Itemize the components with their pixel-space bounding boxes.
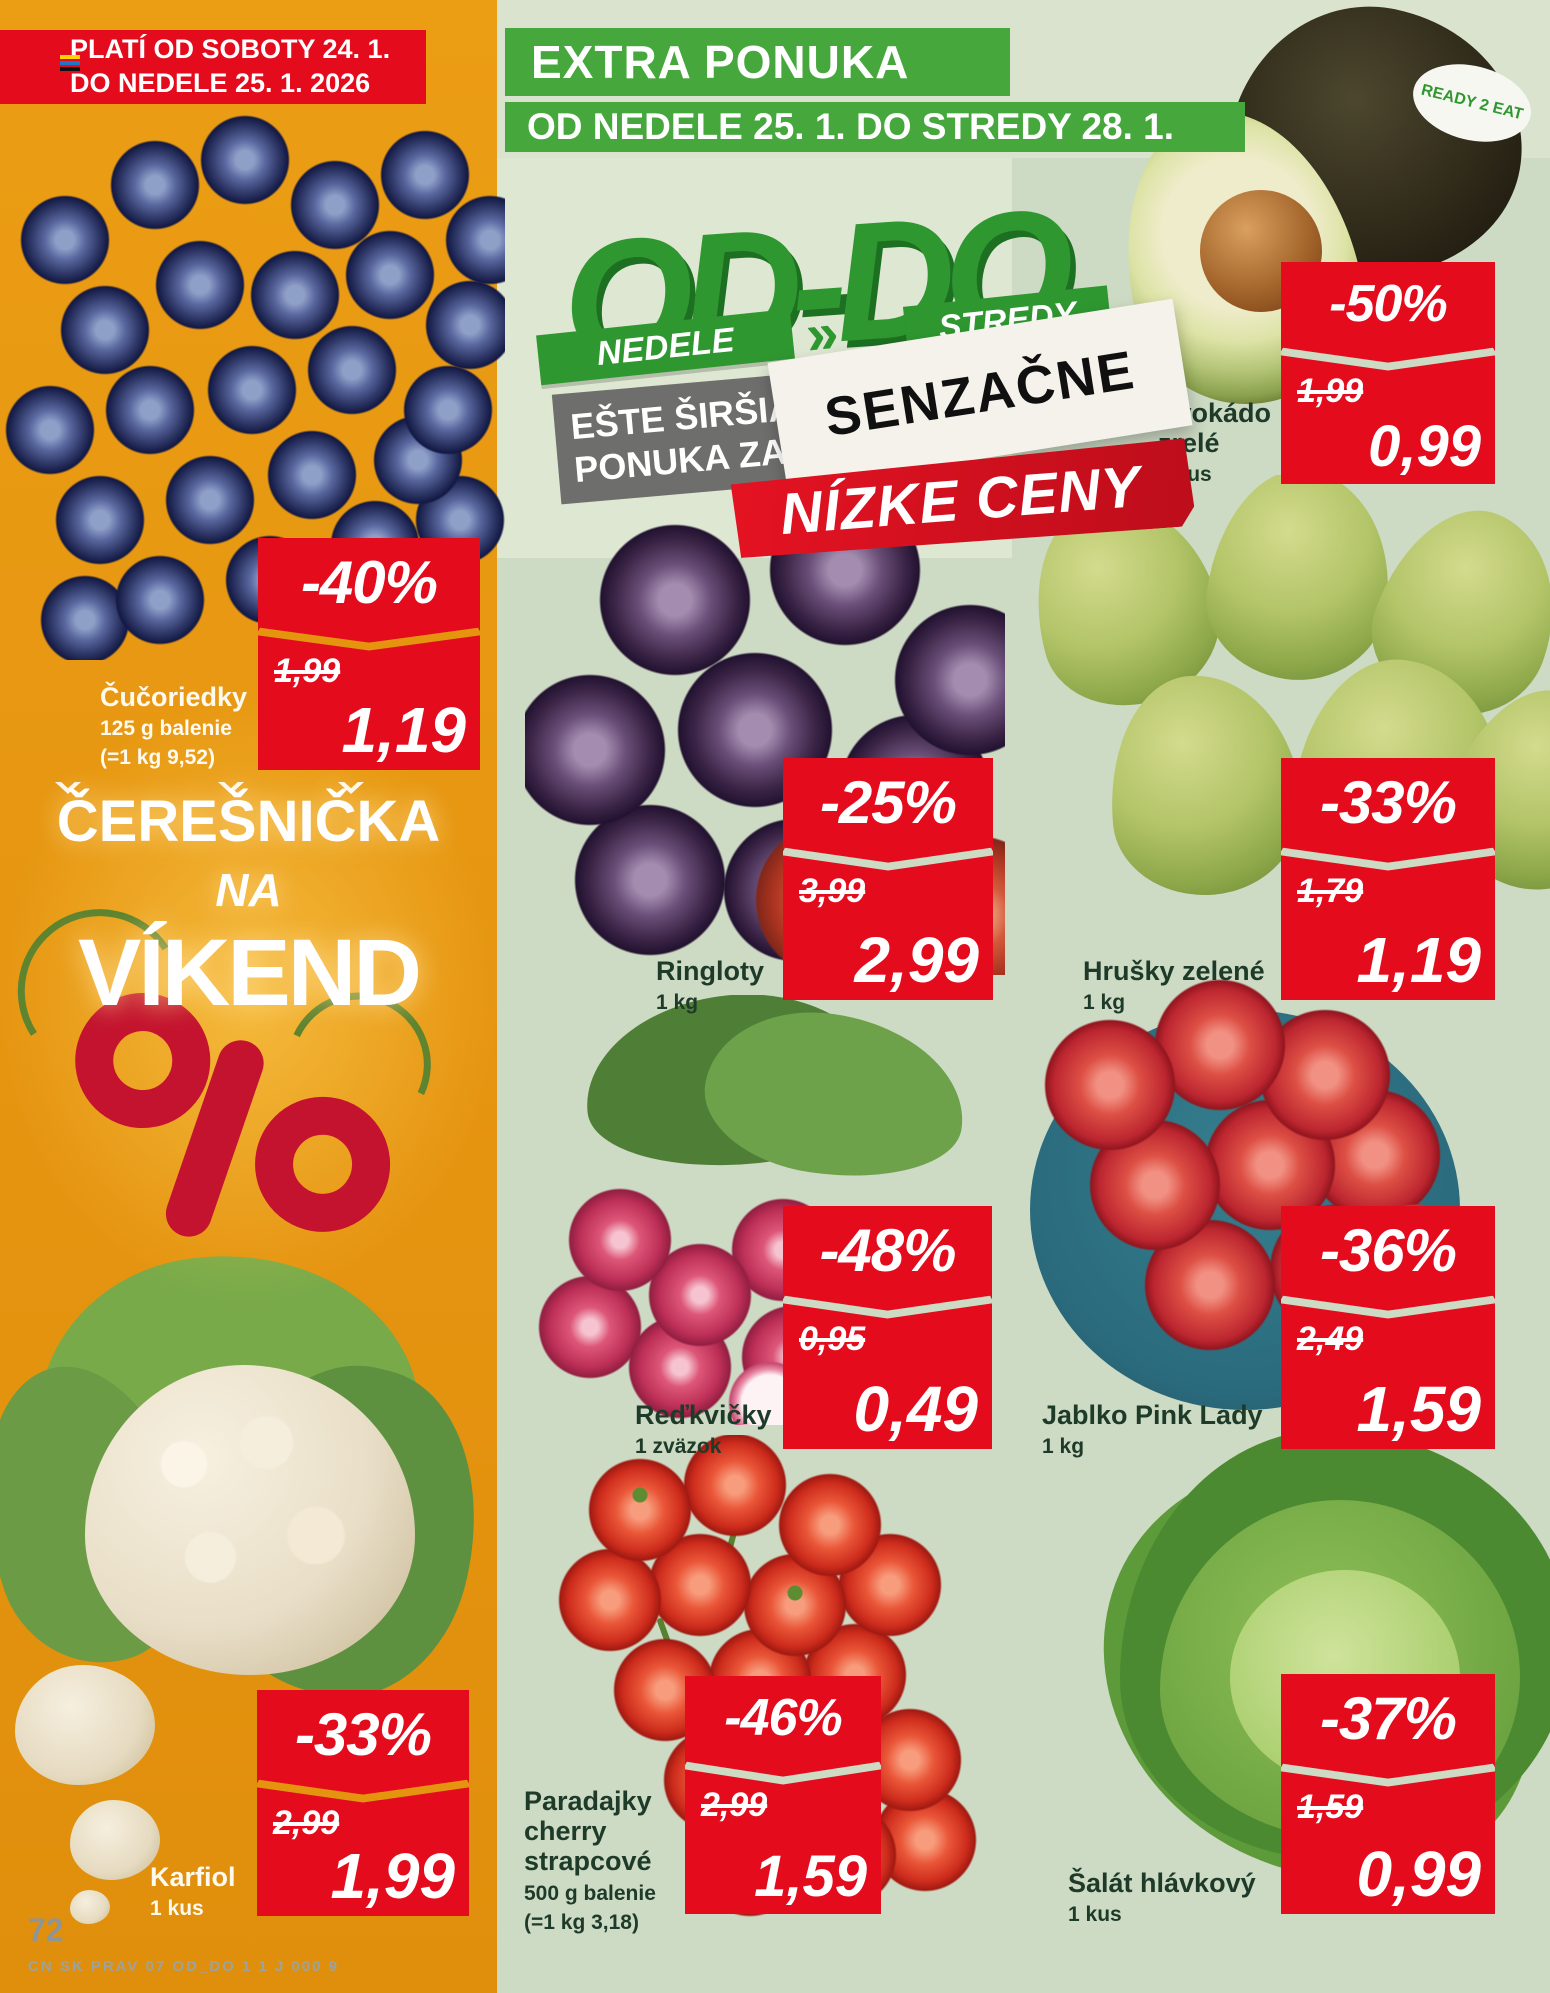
extra-dates-banner: OD NEDELE 25. 1. DO STREDY 28. 1. xyxy=(505,102,1245,152)
product-label-tomatoes: Paradajky cherry strapcové 500 g balenie… xyxy=(524,1786,682,1935)
extra-ponuka-label: EXTRA PONUKA xyxy=(531,36,910,88)
discount-percent: -50% xyxy=(1329,275,1447,333)
product-unit-price: (=1 kg 3,18) xyxy=(524,1910,639,1934)
badge-notch xyxy=(1281,1295,1495,1319)
product-label-lettuce: Šalát hlávkový 1 kus xyxy=(1068,1868,1278,1927)
new-price: 1,19 xyxy=(341,694,466,766)
product-pack: 1 kus xyxy=(1068,1903,1122,1927)
validity-line1: PLATÍ OD SOBOTY 24. 1. xyxy=(70,34,391,65)
validity-line2: DO NEDELE 25. 1. 2026 xyxy=(70,68,371,98)
old-price: 1,79 xyxy=(1297,872,1364,910)
new-price: 1,59 xyxy=(754,1844,867,1909)
cauliflower-floret xyxy=(70,1800,160,1880)
old-price: 2,99 xyxy=(273,1804,340,1842)
old-price: 0,95 xyxy=(799,1320,866,1358)
new-price: 0,99 xyxy=(1368,414,1481,479)
new-price: 0,99 xyxy=(1356,1838,1481,1910)
discount-percent: -36% xyxy=(1319,1216,1457,1284)
campaign-headline: ČEREŠNIČKA NA VÍKEND xyxy=(0,788,497,1028)
cauliflower-photo xyxy=(0,1245,495,1925)
product-pack: 1 zväzok xyxy=(635,1435,722,1459)
product-pack: 1 kus xyxy=(150,1897,204,1921)
product-name: Paradajky cherry strapcové xyxy=(524,1786,652,1877)
discount-percent: -48% xyxy=(819,1216,956,1284)
footer-code: CN SK PRAV 07 OD_DO 1 1 J 000 9 xyxy=(28,1958,339,1975)
old-price: 1,99 xyxy=(1297,372,1364,410)
ready-to-eat-label: READY 2 EAT xyxy=(1419,81,1525,124)
badge-notch xyxy=(783,847,993,871)
product-label-apples: Jablko Pink Lady 1 kg xyxy=(1042,1400,1277,1459)
price-badge-avocado: -50% 1,99 0,99 xyxy=(1281,262,1495,484)
extra-ponuka-banner: EXTRA PONUKA xyxy=(505,28,1010,96)
discount-percent: -33% xyxy=(294,1700,432,1768)
badge-notch xyxy=(258,627,480,651)
old-price: 1,59 xyxy=(1297,1788,1364,1826)
product-pack: 1 kg xyxy=(1083,991,1126,1015)
product-name: Čučoriedky xyxy=(100,682,248,712)
badge-notch xyxy=(1281,1763,1495,1787)
new-price: 1,99 xyxy=(330,1840,455,1912)
price-badge-tomatoes: -46% 2,99 1,59 xyxy=(685,1676,881,1914)
pear xyxy=(1196,475,1404,692)
ribbon-nedele-label: NEDELE xyxy=(594,320,737,373)
new-price: 2,99 xyxy=(854,924,979,996)
product-name: Reďkvičky xyxy=(635,1400,772,1430)
product-name: Hrušky zelené xyxy=(1083,956,1265,986)
product-pack: 1 kg xyxy=(656,991,699,1015)
product-unit-price: (=1 kg 9,52) xyxy=(100,746,215,770)
price-badge-lettuce: -37% 1,59 0,99 xyxy=(1281,1674,1495,1914)
product-pack: 500 g balenie xyxy=(524,1881,656,1905)
product-label-radishes: Reďkvičky 1 zväzok xyxy=(635,1400,775,1459)
new-price: 1,59 xyxy=(1356,1373,1481,1445)
campaign-line1: ČEREŠNIČKA xyxy=(56,789,441,854)
product-label-blueberries: Čučoriedky 125 g balenie (=1 kg 9,52) xyxy=(100,682,290,771)
product-label-cauliflower: Karfiol 1 kus xyxy=(150,1862,270,1921)
discount-percent: -33% xyxy=(1319,768,1457,836)
product-name: Jablko Pink Lady xyxy=(1042,1400,1263,1430)
badge-notch xyxy=(257,1779,469,1803)
old-price: 1,99 xyxy=(274,652,341,690)
product-name: Karfiol xyxy=(150,1862,236,1892)
new-price: 1,19 xyxy=(1356,924,1481,996)
old-price: 2,99 xyxy=(701,1786,768,1824)
price-badge-blueberries: -40% 1,99 1,19 xyxy=(258,538,480,770)
old-price: 2,49 xyxy=(1297,1320,1364,1358)
cauliflower-floret xyxy=(70,1890,110,1924)
glow-decor xyxy=(0,690,497,1370)
price-badge-pears: -33% 1,79 1,19 xyxy=(1281,758,1495,1000)
badge-notch xyxy=(783,1295,992,1319)
product-label-pears: Hrušky zelené 1 kg xyxy=(1083,956,1283,1015)
campaign-line3: VÍKEND xyxy=(78,920,422,1026)
discount-percent: -40% xyxy=(300,548,438,616)
price-badge-cauliflower: -33% 2,99 1,99 xyxy=(257,1690,469,1916)
cauliflower-head xyxy=(85,1365,415,1675)
old-price: 3,99 xyxy=(799,872,866,910)
product-name: Šalát hlávkový xyxy=(1068,1868,1256,1898)
discount-percent: -37% xyxy=(1319,1684,1457,1752)
page-number: 72 xyxy=(28,1912,64,1948)
cauliflower-floret xyxy=(15,1665,155,1785)
extra-dates-label: OD NEDELE 25. 1. DO STREDY 28. 1. xyxy=(527,106,1175,147)
discount-percent: -25% xyxy=(819,768,957,836)
menu-icon[interactable] xyxy=(60,55,80,71)
badge-notch xyxy=(685,1761,881,1785)
campaign-line2: NA xyxy=(215,864,282,916)
senzacne-label: SENZAČNE xyxy=(820,339,1140,449)
product-name: Ringloty xyxy=(656,956,764,986)
product-pack: 1 kg xyxy=(1042,1435,1085,1459)
new-price: 0,49 xyxy=(853,1373,978,1445)
price-badge-plums: -25% 3,99 2,99 xyxy=(783,758,993,1000)
badge-notch xyxy=(1281,347,1495,371)
discount-percent: -46% xyxy=(724,1689,842,1747)
badge-notch xyxy=(1281,847,1495,871)
product-label-plums: Ringloty 1 kg xyxy=(656,956,781,1015)
price-badge-radishes: -48% 0,95 0,49 xyxy=(783,1206,992,1449)
price-badge-apples: -36% 2,49 1,59 xyxy=(1281,1206,1495,1449)
product-pack: 125 g balenie xyxy=(100,717,232,741)
